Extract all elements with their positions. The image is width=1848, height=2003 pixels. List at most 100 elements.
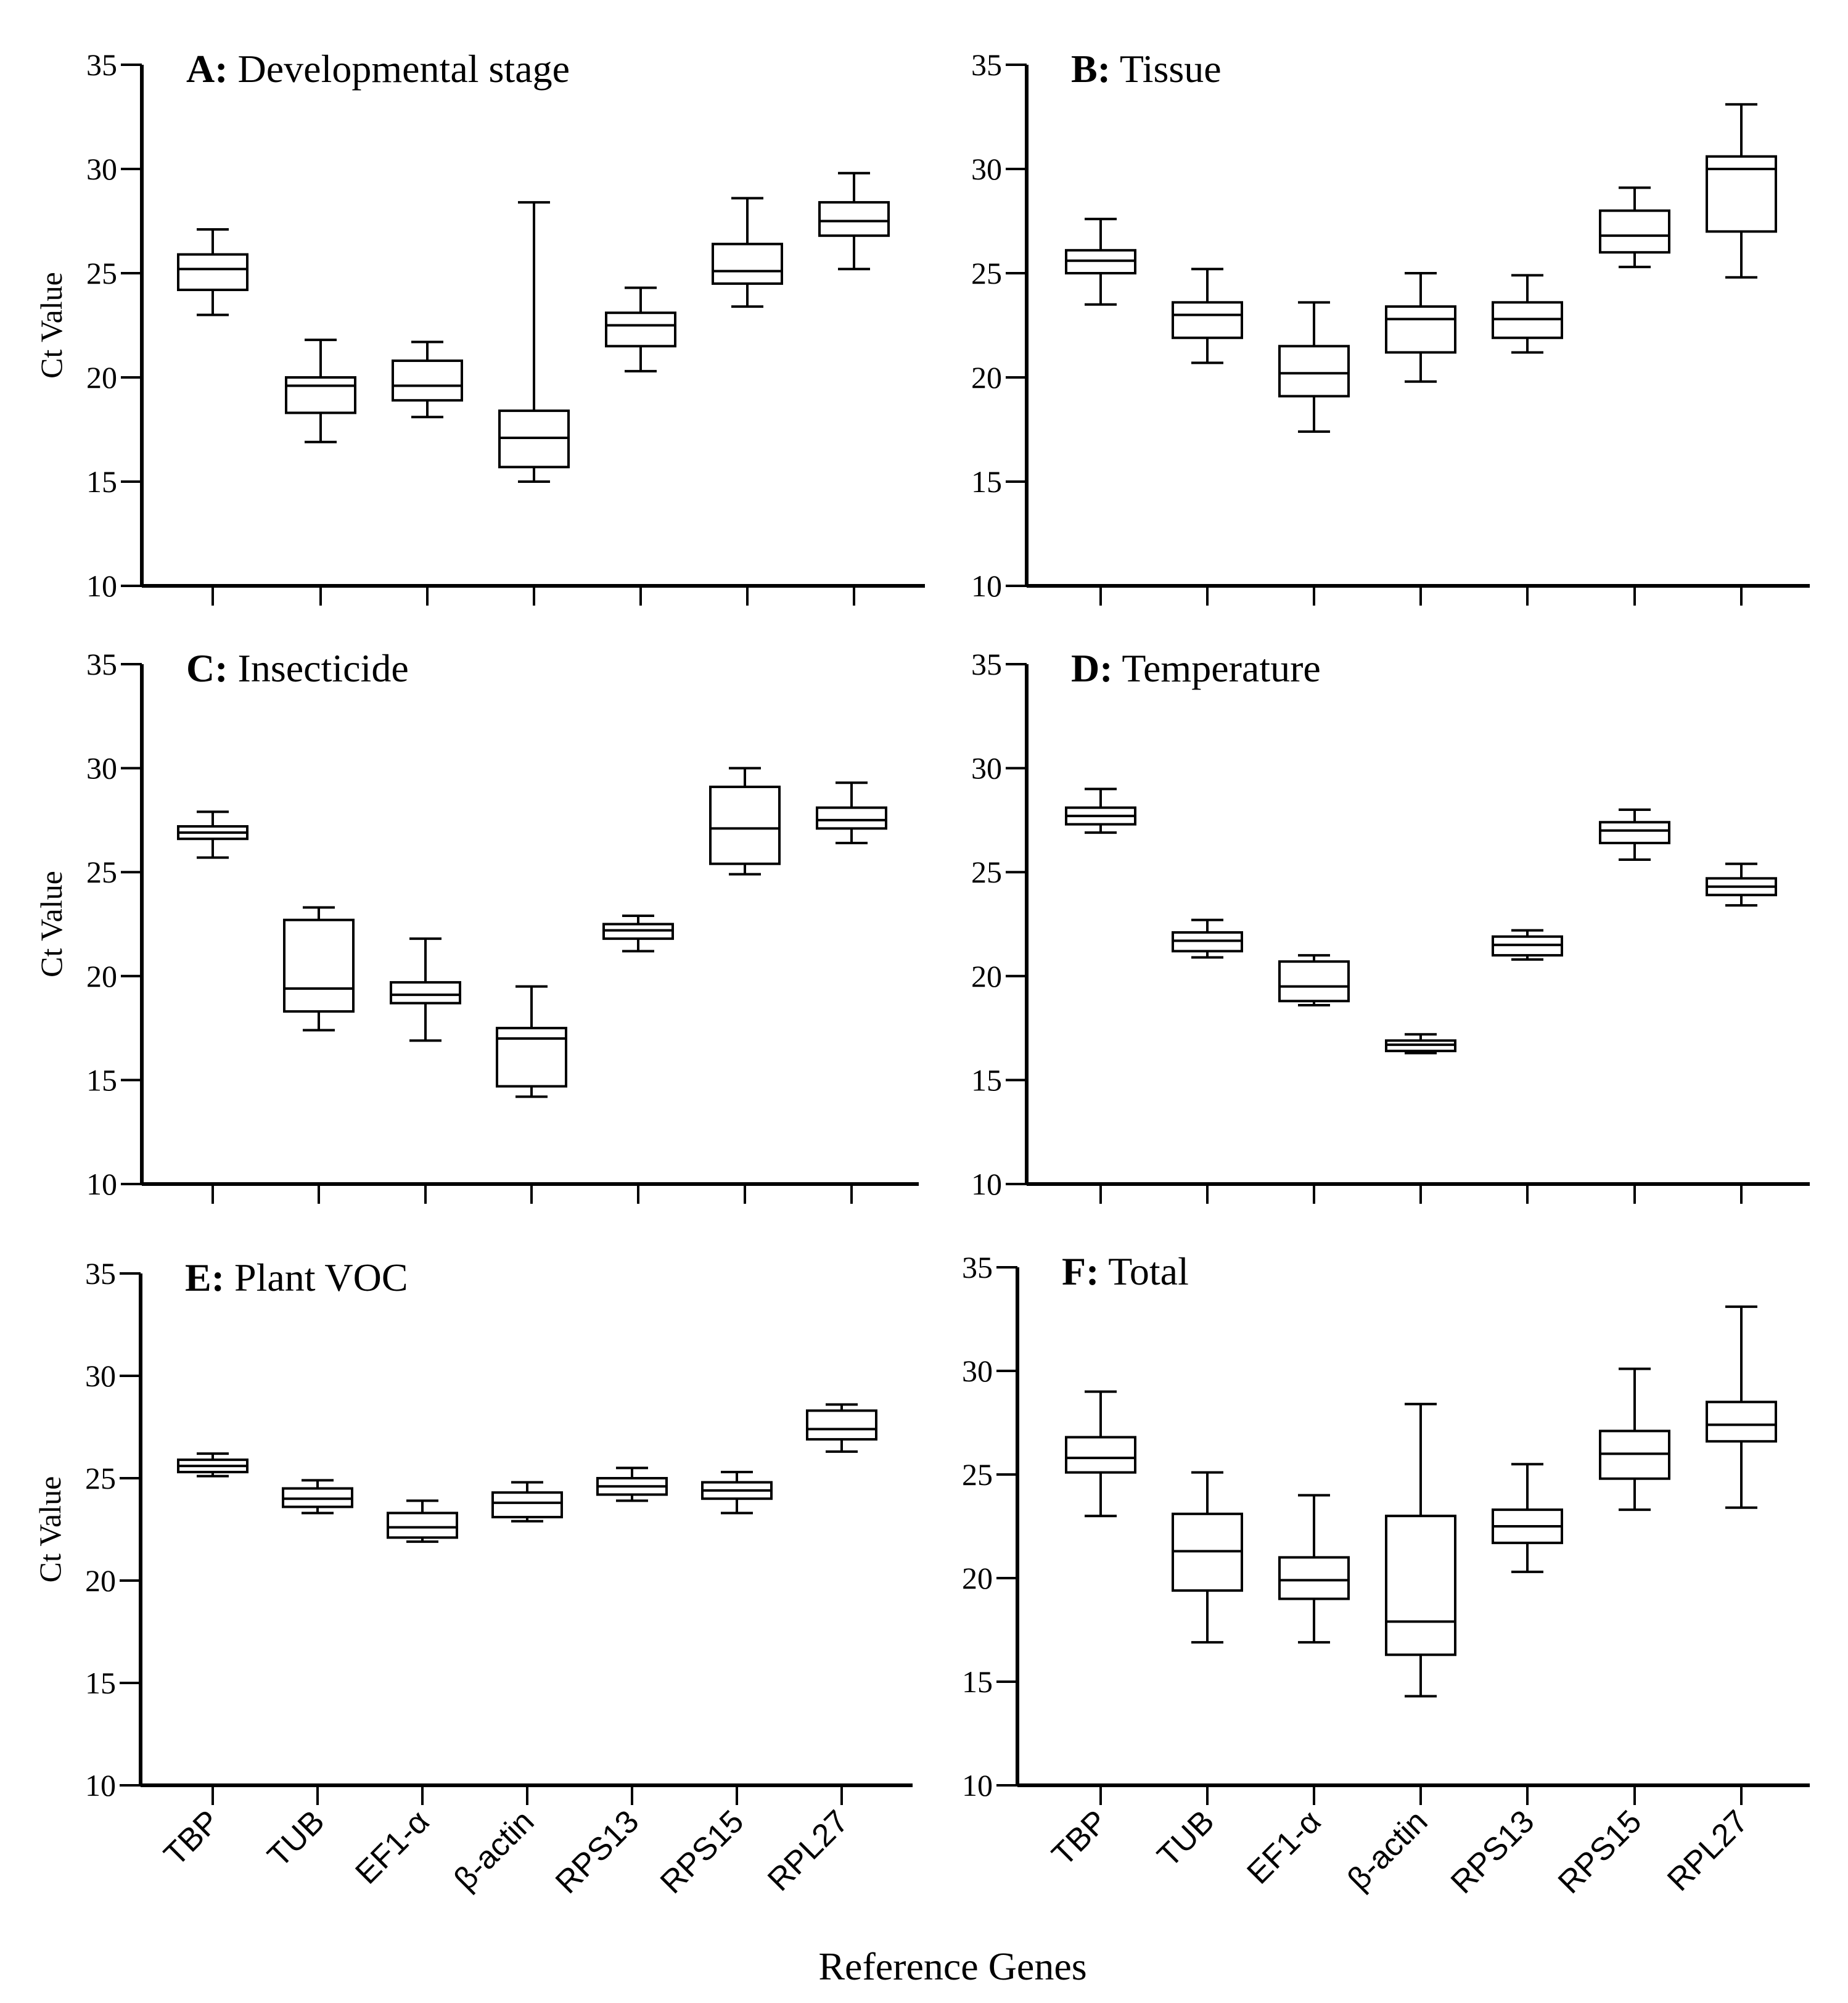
iqr-box (1706, 1400, 1777, 1443)
box-RPS13 (1492, 1463, 1563, 1805)
box-TBP (1065, 788, 1136, 1204)
panel-letter: E: (185, 1256, 224, 1299)
y-tick-label: 35 (971, 47, 1002, 82)
y-tick-label: 25 (86, 256, 117, 290)
box-RPL27 (1706, 862, 1777, 1204)
iqr-box (1065, 1436, 1136, 1474)
iqr-box (387, 1512, 458, 1539)
y-tick-label: 10 (971, 569, 1002, 603)
box-EF1-α (1278, 954, 1350, 1204)
panel-letter: A: (186, 47, 228, 91)
box-EF1-α (1278, 301, 1350, 606)
panel-title: E: Plant VOC (185, 1256, 408, 1299)
y-tick-label: 15 (971, 464, 1002, 499)
category-label: β-actin (447, 1803, 541, 1897)
box-β-actin (1385, 272, 1456, 606)
y-tick-label: 10 (86, 1167, 117, 1201)
panel-name: Developmental stage (228, 47, 570, 91)
box-β-actin (491, 1481, 563, 1805)
box-RPS15 (701, 1471, 773, 1805)
y-tick-label: 20 (85, 1563, 116, 1598)
panel-name: Tissue (1111, 47, 1222, 91)
y-tick-label: 20 (962, 1561, 993, 1595)
panel-e: 10 15 20 25 30 35 Ct Value E: Plant VOC TBP TUB EF… (33, 1256, 913, 1901)
box-RPS13 (605, 286, 676, 606)
panel-name: Total (1099, 1249, 1188, 1293)
category-label: β-actin (1341, 1803, 1434, 1897)
y-tick-label: 15 (86, 464, 117, 499)
y-tick-label: 10 (971, 1167, 1002, 1201)
panel-title: C: Insecticide (186, 646, 409, 690)
box-RPL27 (818, 171, 890, 606)
category-label: RPS13 (549, 1803, 646, 1901)
iqr-box (177, 253, 248, 292)
panel-name: Plant VOC (224, 1256, 408, 1299)
box-RPL27 (1706, 1305, 1777, 1805)
iqr-box (1385, 305, 1456, 354)
box-TBP (1065, 218, 1136, 606)
panel-letter: F: (1062, 1249, 1099, 1293)
y-tick-label: 15 (971, 1063, 1002, 1097)
iqr-box (285, 376, 356, 414)
box-β-actin (1385, 1033, 1456, 1204)
y-tick-label: 30 (971, 152, 1002, 186)
category-label: TUB (1151, 1803, 1222, 1874)
box-RPL27 (1706, 103, 1777, 606)
category-label: EF1-α (349, 1803, 437, 1891)
iqr-box (1278, 960, 1350, 1003)
y-tick-label: 15 (962, 1664, 993, 1699)
y-tick-label: 20 (86, 360, 117, 395)
box-TUB (1172, 268, 1243, 606)
y-tick-label: 10 (962, 1768, 993, 1803)
iqr-box (605, 311, 676, 348)
box-RPS13 (602, 915, 674, 1204)
iqr-box (496, 1027, 567, 1088)
box-EF1-α (387, 1499, 458, 1805)
y-axis-label: Ct Value (33, 1476, 67, 1583)
iqr-box (392, 359, 463, 402)
box-RPS15 (709, 767, 781, 1204)
panel-title: B: Tissue (1071, 47, 1222, 91)
y-tick-label: 25 (85, 1461, 116, 1495)
box-TUB (1172, 918, 1243, 1204)
iqr-box (1599, 821, 1670, 844)
y-axis-label: Ct Value (34, 871, 68, 977)
y-tick-label: 25 (86, 855, 117, 889)
box-β-actin (1385, 1402, 1456, 1805)
box-EF1-α (390, 937, 461, 1204)
panel-name: Insecticide (228, 646, 409, 690)
box-TBP (177, 810, 248, 1204)
panel-letter: B: (1071, 47, 1111, 91)
box-RPS15 (712, 197, 783, 606)
y-tick-label: 25 (962, 1457, 993, 1492)
box-RPS13 (1492, 274, 1563, 606)
y-tick-label: 35 (971, 647, 1002, 681)
panel-title: A: Developmental stage (186, 47, 570, 91)
y-tick-label: 30 (85, 1359, 116, 1393)
panel-name: Temperature (1113, 646, 1321, 690)
y-tick-label: 30 (962, 1354, 993, 1388)
y-tick-label: 35 (962, 1250, 993, 1285)
y-tick-label: 10 (85, 1768, 116, 1803)
box-TUB (285, 339, 356, 606)
category-label: TUB (261, 1803, 332, 1874)
y-tick-label: 25 (971, 855, 1002, 889)
box-RPS13 (1492, 929, 1563, 1204)
y-axis-label: Ct Value (34, 272, 68, 379)
box-β-actin (496, 985, 567, 1204)
iqr-box (1278, 1556, 1350, 1600)
y-tick-label: 15 (85, 1666, 116, 1700)
box-EF1-α (1278, 1494, 1350, 1805)
box-RPS15 (1599, 186, 1670, 606)
box-TBP (177, 1452, 248, 1805)
y-tick-label: 30 (86, 152, 117, 186)
y-tick-label: 20 (971, 959, 1002, 993)
category-label: TBP (157, 1803, 227, 1873)
panel-title: D: Temperature (1071, 646, 1321, 690)
panel-b: 10 15 20 25 30 35 B: Tissue (971, 47, 1810, 606)
panel-a: 10 15 20 25 30 35 Ct Value A: Developmental sta… (34, 47, 925, 606)
iqr-box (1172, 301, 1243, 339)
panel-letter: D: (1071, 646, 1113, 690)
y-tick-label: 35 (86, 47, 117, 82)
